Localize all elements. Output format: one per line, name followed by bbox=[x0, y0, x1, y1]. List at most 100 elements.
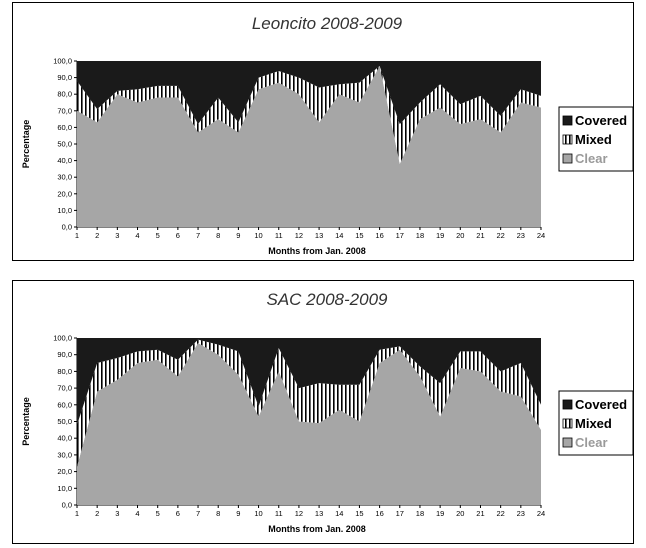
legend-label-clear: Clear bbox=[575, 435, 608, 450]
area-series-clear bbox=[77, 65, 541, 227]
x-tick-label: 2 bbox=[95, 509, 99, 518]
area-series-clear bbox=[77, 343, 541, 505]
x-tick-label: 4 bbox=[135, 231, 139, 240]
legend-swatch-clear bbox=[562, 153, 573, 164]
x-tick-label: 1 bbox=[75, 231, 79, 240]
x-tick-label: 13 bbox=[315, 509, 323, 518]
y-tick-label: 100,0 bbox=[53, 334, 72, 343]
y-tick-label: 20,0 bbox=[57, 467, 72, 476]
x-tick-label: 5 bbox=[156, 509, 160, 518]
y-tick-label: 40,0 bbox=[57, 434, 72, 443]
x-tick-label: 14 bbox=[335, 509, 343, 518]
legend-label-covered: Covered bbox=[575, 397, 627, 412]
x-tick-label: 9 bbox=[236, 231, 240, 240]
legend: Covered Mixed Clear bbox=[558, 106, 634, 172]
y-tick-label: 0,0 bbox=[62, 501, 72, 510]
x-tick-label: 8 bbox=[216, 231, 220, 240]
x-tick-label: 22 bbox=[496, 509, 504, 518]
y-tick-label: 40,0 bbox=[57, 156, 72, 165]
chart-title: SAC 2008-2009 bbox=[267, 290, 389, 309]
x-tick-label: 5 bbox=[156, 231, 160, 240]
x-tick-label: 7 bbox=[196, 509, 200, 518]
x-tick-label: 15 bbox=[355, 509, 363, 518]
x-tick-label: 1 bbox=[75, 509, 79, 518]
x-axis-label: Months from Jan. 2008 bbox=[268, 524, 366, 534]
chart-panel-leoncito: Leoncito 2008-2009 0,0 10,0 20,0 30,0 40,0 50,… bbox=[12, 2, 634, 261]
x-tick-label: 20 bbox=[456, 231, 464, 240]
area-series-mixed bbox=[77, 65, 541, 164]
y-tick-label: 70,0 bbox=[57, 384, 72, 393]
legend-label-clear: Clear bbox=[575, 151, 608, 166]
x-tick-label: 12 bbox=[295, 231, 303, 240]
y-axis-label: Percentage bbox=[21, 120, 31, 169]
y-tick-label: 30,0 bbox=[57, 173, 72, 182]
legend-label-covered: Covered bbox=[575, 113, 627, 128]
legend-swatch-mixed bbox=[562, 418, 573, 429]
y-tick-label: 90,0 bbox=[57, 350, 72, 359]
x-tick-label: 2 bbox=[95, 231, 99, 240]
y-tick-label: 50,0 bbox=[57, 140, 72, 149]
x-tick-label: 21 bbox=[476, 509, 484, 518]
chart-title: Leoncito 2008-2009 bbox=[252, 14, 403, 33]
x-tick-label: 17 bbox=[396, 509, 404, 518]
x-tick-label: 24 bbox=[537, 509, 545, 518]
y-tick-label: 50,0 bbox=[57, 417, 72, 426]
legend-swatch-covered bbox=[562, 399, 573, 410]
x-tick-label: 11 bbox=[275, 231, 283, 240]
x-tick-label: 16 bbox=[375, 231, 383, 240]
x-tick-label: 19 bbox=[436, 509, 444, 518]
x-tick-label: 18 bbox=[416, 509, 424, 518]
y-axis-label: Percentage bbox=[21, 397, 31, 446]
x-tick-label: 10 bbox=[254, 231, 262, 240]
y-tick-label: 100,0 bbox=[53, 57, 72, 66]
y-tick-label: 60,0 bbox=[57, 123, 72, 132]
x-tick-label: 11 bbox=[275, 509, 283, 518]
x-tick-label: 23 bbox=[517, 231, 525, 240]
y-tick-label: 30,0 bbox=[57, 450, 72, 459]
y-tick-label: 10,0 bbox=[57, 484, 72, 493]
y-tick-label: 0,0 bbox=[62, 223, 72, 232]
x-tick-label: 3 bbox=[115, 509, 119, 518]
x-tick-label: 22 bbox=[496, 231, 504, 240]
y-tick-label: 80,0 bbox=[57, 367, 72, 376]
sac-chart: SAC 2008-2009 0,0 10,0 20,0 30,0 40,0 50,0 60,0… bbox=[21, 290, 634, 534]
x-tick-label: 6 bbox=[176, 231, 180, 240]
x-tick-label: 17 bbox=[396, 231, 404, 240]
x-tick-label: 23 bbox=[517, 509, 525, 518]
x-tick-label: 3 bbox=[115, 231, 119, 240]
y-tick-label: 60,0 bbox=[57, 400, 72, 409]
legend: Covered Mixed Clear bbox=[558, 390, 634, 456]
y-tick-label: 80,0 bbox=[57, 90, 72, 99]
x-tick-label: 21 bbox=[476, 231, 484, 240]
area-series-mixed bbox=[77, 339, 541, 467]
x-tick-label: 16 bbox=[375, 509, 383, 518]
chart-panel-sac: SAC 2008-2009 0,0 10,0 20,0 30,0 40,0 50,0 60,0… bbox=[12, 280, 634, 544]
legend-label-mixed: Mixed bbox=[575, 132, 612, 147]
legend-swatch-covered bbox=[562, 115, 573, 126]
x-tick-label: 8 bbox=[216, 509, 220, 518]
x-tick-label: 19 bbox=[436, 231, 444, 240]
x-tick-label: 6 bbox=[176, 509, 180, 518]
x-tick-label: 14 bbox=[335, 231, 343, 240]
x-tick-label: 13 bbox=[315, 231, 323, 240]
x-axis-label: Months from Jan. 2008 bbox=[268, 246, 366, 256]
x-tick-label: 7 bbox=[196, 231, 200, 240]
x-tick-label: 24 bbox=[537, 231, 545, 240]
leoncito-chart: Leoncito 2008-2009 0,0 10,0 20,0 30,0 40,0 50,… bbox=[21, 14, 634, 256]
legend-label-mixed: Mixed bbox=[575, 416, 612, 431]
x-tick-label: 4 bbox=[135, 509, 139, 518]
legend-swatch-mixed bbox=[562, 134, 573, 145]
legend-swatch-clear bbox=[562, 437, 573, 448]
x-tick-label: 15 bbox=[355, 231, 363, 240]
y-tick-label: 90,0 bbox=[57, 73, 72, 82]
area-series-covered bbox=[77, 61, 541, 125]
y-tick-label: 70,0 bbox=[57, 106, 72, 115]
x-tick-label: 20 bbox=[456, 509, 464, 518]
area-series-covered bbox=[77, 338, 541, 425]
y-tick-label: 10,0 bbox=[57, 206, 72, 215]
x-tick-label: 9 bbox=[236, 509, 240, 518]
y-tick-label: 20,0 bbox=[57, 189, 72, 198]
x-tick-label: 18 bbox=[416, 231, 424, 240]
x-tick-label: 10 bbox=[254, 509, 262, 518]
x-tick-label: 12 bbox=[295, 509, 303, 518]
